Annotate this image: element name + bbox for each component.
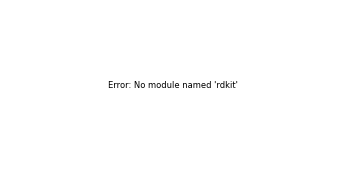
Text: Error: No module named 'rdkit': Error: No module named 'rdkit' — [108, 81, 238, 90]
